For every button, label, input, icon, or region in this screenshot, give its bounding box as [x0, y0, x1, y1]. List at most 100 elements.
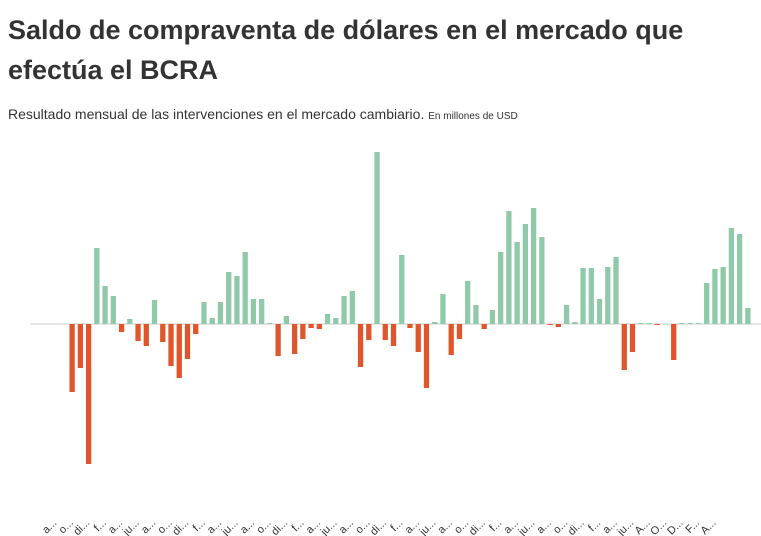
bar — [506, 211, 512, 324]
bar — [465, 281, 471, 324]
bar — [596, 299, 603, 324]
bar — [382, 324, 388, 340]
x-tick-label: f... — [586, 517, 603, 534]
subtitle-text: Resultado mensual de las intervenciones … — [8, 106, 425, 122]
bar — [234, 276, 240, 324]
bar — [151, 300, 158, 324]
bar — [209, 318, 215, 324]
bar — [110, 296, 116, 324]
bar — [489, 310, 496, 324]
x-tick-label: f... — [191, 517, 208, 534]
bar — [572, 322, 578, 324]
bar — [390, 324, 397, 346]
bar — [349, 291, 355, 324]
bar — [745, 308, 751, 324]
bar — [704, 283, 710, 324]
bar — [555, 324, 561, 327]
x-tick-label: A... — [633, 517, 653, 536]
bar — [168, 324, 174, 366]
x-tick-label: D... — [665, 517, 686, 536]
x-tick-label: ju... — [120, 517, 142, 536]
bar — [671, 324, 677, 360]
bar — [605, 267, 611, 324]
bar — [399, 255, 405, 324]
bar — [737, 234, 743, 324]
bar — [291, 324, 298, 354]
bar — [176, 324, 182, 378]
bar — [440, 294, 446, 324]
x-tick-label: di... — [566, 517, 587, 536]
bar — [283, 316, 290, 324]
x-tick-label: ju... — [516, 517, 538, 536]
bar — [448, 324, 454, 355]
bar — [308, 324, 314, 328]
bar — [498, 252, 504, 324]
bar — [654, 324, 660, 325]
bar — [143, 324, 149, 346]
x-tick-label: f... — [92, 517, 109, 534]
bar — [127, 319, 133, 324]
subtitle: Resultado mensual de las intervenciones … — [8, 106, 518, 122]
bar — [184, 324, 191, 359]
bar — [432, 322, 438, 324]
bar — [250, 299, 257, 324]
bar — [193, 324, 199, 334]
bar — [456, 324, 463, 339]
bar — [324, 314, 331, 324]
bar — [638, 323, 644, 324]
x-tick-label: ju... — [219, 517, 241, 536]
bar — [547, 324, 553, 325]
bar — [300, 324, 306, 339]
x-tick-label: f... — [290, 517, 307, 534]
bar — [423, 324, 430, 388]
bar — [94, 248, 100, 324]
bar — [539, 237, 545, 324]
bar — [712, 269, 718, 324]
bar — [415, 324, 421, 352]
bar — [135, 324, 141, 341]
x-tick-label: f... — [487, 517, 504, 534]
bar — [118, 324, 125, 332]
bar — [646, 323, 652, 324]
bar — [563, 305, 570, 324]
bar — [687, 323, 693, 324]
bar — [366, 324, 372, 340]
x-tick-label: di... — [269, 517, 290, 536]
bar — [275, 324, 281, 356]
bar — [69, 324, 75, 392]
bar — [728, 228, 735, 324]
x-tick-label: O... — [648, 517, 669, 536]
bar — [267, 323, 273, 324]
x-tick-label: di... — [368, 517, 389, 536]
bar — [514, 242, 520, 324]
x-tick-label: A... — [699, 517, 719, 536]
x-tick-label: di... — [467, 517, 488, 536]
bar — [522, 224, 529, 324]
bar — [333, 318, 339, 324]
bar — [530, 208, 537, 324]
bar — [160, 324, 166, 342]
bar — [679, 323, 685, 324]
bar — [316, 324, 322, 329]
x-tick-label: ju... — [318, 517, 340, 536]
x-tick-label: F... — [683, 517, 702, 536]
bar — [226, 272, 232, 324]
bar — [695, 323, 702, 324]
bar — [481, 324, 487, 329]
bar — [580, 268, 586, 324]
bar — [201, 302, 207, 324]
bar — [629, 324, 636, 352]
bar — [720, 267, 726, 324]
x-tick-label: di... — [170, 517, 191, 536]
x-tick-label: ju... — [615, 517, 637, 536]
unit-note: En millones de USD — [428, 111, 518, 122]
x-tick-label: di... — [71, 517, 92, 536]
bar — [85, 324, 92, 464]
x-tick-label: ju... — [417, 517, 439, 536]
bar — [473, 305, 479, 324]
bar — [621, 324, 627, 370]
bar — [217, 302, 224, 324]
bar — [374, 152, 380, 324]
